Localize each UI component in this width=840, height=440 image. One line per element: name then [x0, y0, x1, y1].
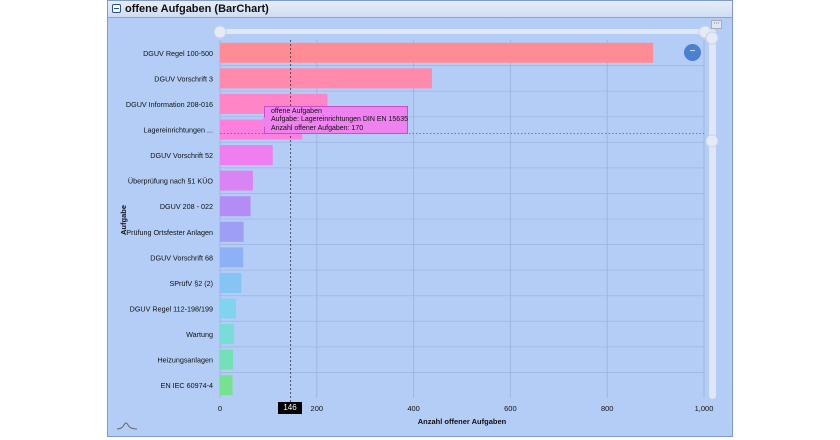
sparkline-icon — [116, 422, 138, 430]
y-tick-label: DGUV Vorschrift 52 — [150, 151, 213, 160]
tooltip-count: Anzahl offener Aufgaben: 170 — [271, 124, 364, 132]
tooltip-task: Aufgabe: Lagereinrichtungen DIN EN 15635 — [271, 116, 408, 124]
horizontal-scroll-handle-start[interactable] — [213, 25, 227, 39]
window-icon[interactable] — [112, 4, 121, 13]
x-tick-label: 800 — [601, 404, 614, 413]
crosshair-value-badge: 146 — [278, 402, 302, 414]
y-axis-title: Aufgabe — [119, 205, 128, 235]
y-tick-label: Heizungsanlagen — [157, 356, 213, 365]
x-tick-label: 600 — [504, 404, 517, 413]
bar[interactable] — [220, 196, 251, 217]
bar[interactable] — [220, 298, 236, 319]
y-tick-label: SPrüfV §2 (2) — [169, 279, 213, 288]
y-tick-label: Überprüfung nach §1 KÜO — [128, 177, 214, 186]
bar[interactable] — [220, 272, 242, 293]
bar[interactable] — [220, 68, 432, 89]
y-tick-label: DGUV Information 208-016 — [126, 100, 213, 109]
horizontal-scrollbar-track[interactable] — [218, 29, 712, 34]
y-tick-label: Wartung — [186, 330, 213, 339]
tooltip: offene Aufgaben Aufgabe: Lagereinrichtun… — [259, 106, 408, 134]
y-tick-label: Lagereinrichtungen ... — [143, 126, 213, 135]
vertical-scrollbar-track[interactable] — [709, 29, 716, 399]
tooltip-title: offene Aufgaben — [271, 108, 322, 115]
y-tick-label: EN IEC 60974-4 — [161, 381, 213, 390]
bar[interactable] — [220, 145, 273, 166]
x-tick-label: 400 — [407, 404, 420, 413]
vertical-scroll-handle-end[interactable] — [705, 134, 719, 148]
bar[interactable] — [220, 42, 654, 63]
bar[interactable] — [220, 221, 244, 242]
bar[interactable] — [220, 375, 233, 396]
tooltip-arrow — [259, 117, 265, 127]
y-tick-label: DGUV Vorschrift 68 — [150, 253, 213, 262]
y-tick-label: DGUV 208 - 022 — [160, 202, 213, 211]
x-tick-label: 0 — [218, 404, 222, 413]
y-tick-label: Prüfung Ortsfester Anlagen — [126, 228, 213, 237]
chart-menu-button[interactable]: ⋯ — [711, 20, 722, 29]
bar[interactable] — [220, 349, 234, 370]
zoom-out-button[interactable]: − — [684, 44, 701, 61]
bar[interactable] — [220, 324, 235, 345]
x-axis-title: Anzahl offener Aufgaben — [418, 417, 507, 426]
y-tick-label: DGUV Regel 100-500 — [143, 49, 213, 58]
bar[interactable] — [220, 170, 253, 191]
vertical-scroll-handle-start[interactable] — [705, 31, 719, 45]
x-tick-label: 1,000 — [695, 404, 714, 413]
y-tick-label: DGUV Vorschrift 3 — [154, 74, 213, 83]
bar[interactable] — [220, 247, 244, 268]
y-tick-label: DGUV Regel 112-198/199 — [130, 305, 213, 314]
window-title: offene Aufgaben (BarChart) — [125, 3, 269, 15]
title-bar: offene Aufgaben (BarChart) — [108, 1, 732, 18]
x-tick-label: 200 — [311, 404, 324, 413]
